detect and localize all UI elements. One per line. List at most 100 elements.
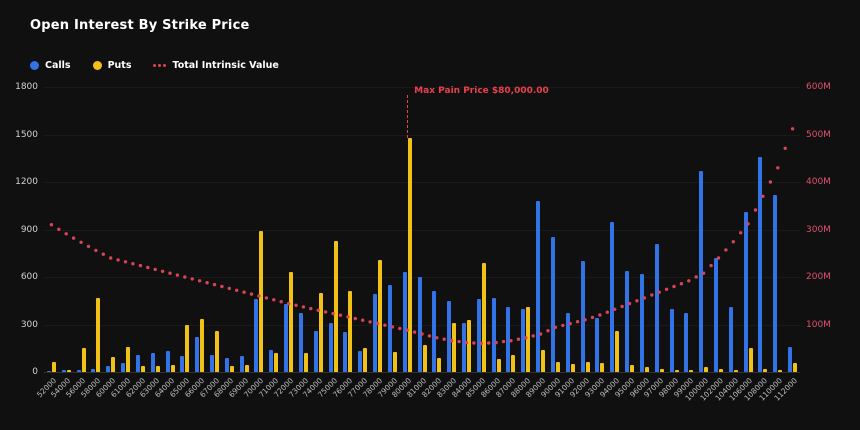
calls-bar[interactable] — [476, 299, 481, 372]
calls-bar[interactable] — [669, 308, 674, 372]
calls-bar[interactable] — [491, 297, 496, 372]
puts-bar[interactable] — [126, 346, 131, 372]
puts-bar[interactable] — [348, 291, 353, 372]
calls-bar[interactable] — [106, 365, 111, 372]
puts-bar[interactable] — [778, 370, 783, 372]
puts-bar[interactable] — [733, 369, 738, 372]
puts-bar[interactable] — [140, 365, 145, 372]
calls-bar[interactable] — [284, 303, 289, 372]
calls-bar[interactable] — [610, 221, 615, 372]
puts-bar[interactable] — [259, 231, 264, 372]
calls-bar[interactable] — [91, 368, 96, 372]
puts-bar[interactable] — [511, 355, 516, 372]
calls-bar[interactable] — [165, 351, 170, 372]
calls-bar[interactable] — [195, 337, 200, 372]
calls-bar[interactable] — [447, 300, 452, 372]
calls-bar[interactable] — [402, 272, 407, 372]
calls-bar[interactable] — [387, 284, 392, 372]
puts-bar[interactable] — [51, 361, 56, 372]
puts-bar[interactable] — [674, 369, 679, 372]
calls-bar[interactable] — [728, 307, 733, 372]
puts-bar[interactable] — [289, 272, 294, 372]
puts-bar[interactable] — [481, 262, 486, 372]
puts-bar[interactable] — [170, 364, 175, 372]
calls-bar[interactable] — [343, 331, 348, 372]
puts-bar[interactable] — [274, 353, 279, 372]
puts-bar[interactable] — [793, 362, 798, 372]
calls-bar[interactable] — [269, 349, 274, 372]
calls-bar[interactable] — [254, 299, 259, 372]
calls-bar[interactable] — [209, 354, 214, 372]
puts-bar[interactable] — [363, 348, 368, 372]
puts-bar[interactable] — [214, 330, 219, 372]
puts-bar[interactable] — [541, 349, 546, 372]
puts-bar[interactable] — [704, 367, 709, 372]
puts-bar[interactable] — [452, 322, 457, 372]
legend-item-total-intrinsic-value[interactable]: Total Intrinsic Value — [153, 60, 279, 71]
legend-item-puts[interactable]: Puts — [92, 60, 131, 71]
calls-bar[interactable] — [550, 237, 555, 372]
puts-bar[interactable] — [496, 359, 501, 372]
calls-bar[interactable] — [788, 346, 793, 372]
puts-bar[interactable] — [111, 356, 116, 372]
calls-bar[interactable] — [506, 307, 511, 372]
puts-bar[interactable] — [422, 345, 427, 372]
puts-bar[interactable] — [244, 364, 249, 372]
calls-bar[interactable] — [135, 354, 140, 372]
calls-bar[interactable] — [328, 322, 333, 372]
calls-bar[interactable] — [358, 351, 363, 372]
puts-bar[interactable] — [333, 240, 338, 372]
puts-bar[interactable] — [318, 292, 323, 372]
calls-bar[interactable] — [521, 308, 526, 372]
calls-bar[interactable] — [713, 258, 718, 372]
calls-bar[interactable] — [76, 369, 81, 372]
puts-bar[interactable] — [659, 368, 664, 372]
calls-bar[interactable] — [121, 362, 126, 372]
puts-bar[interactable] — [96, 298, 101, 372]
puts-bar[interactable] — [585, 361, 590, 372]
puts-bar[interactable] — [570, 364, 575, 372]
puts-bar[interactable] — [66, 370, 71, 372]
legend-item-calls[interactable]: Calls — [30, 60, 71, 71]
puts-bar[interactable] — [615, 330, 620, 372]
calls-bar[interactable] — [239, 356, 244, 372]
calls-bar[interactable] — [580, 261, 585, 372]
puts-bar[interactable] — [200, 318, 205, 372]
puts-bar[interactable] — [185, 324, 190, 372]
puts-bar[interactable] — [81, 348, 86, 372]
calls-bar[interactable] — [180, 356, 185, 372]
puts-bar[interactable] — [748, 348, 753, 372]
puts-bar[interactable] — [630, 364, 635, 372]
calls-bar[interactable] — [773, 194, 778, 372]
puts-bar[interactable] — [437, 357, 442, 372]
puts-bar[interactable] — [718, 368, 723, 372]
puts-bar[interactable] — [378, 259, 383, 372]
puts-bar[interactable] — [600, 363, 605, 372]
calls-bar[interactable] — [150, 353, 155, 372]
puts-bar[interactable] — [407, 137, 412, 372]
calls-bar[interactable] — [639, 273, 644, 372]
calls-bar[interactable] — [46, 371, 51, 372]
puts-bar[interactable] — [763, 368, 768, 372]
puts-bar[interactable] — [644, 367, 649, 372]
calls-bar[interactable] — [699, 170, 704, 372]
calls-bar[interactable] — [61, 370, 66, 372]
calls-bar[interactable] — [595, 318, 600, 372]
puts-bar[interactable] — [466, 319, 471, 372]
calls-bar[interactable] — [565, 313, 570, 372]
calls-bar[interactable] — [684, 313, 689, 372]
puts-bar[interactable] — [155, 366, 160, 372]
calls-bar[interactable] — [298, 313, 303, 372]
calls-bar[interactable] — [758, 156, 763, 372]
calls-bar[interactable] — [313, 330, 318, 372]
puts-bar[interactable] — [526, 307, 531, 372]
calls-bar[interactable] — [417, 277, 422, 372]
calls-bar[interactable] — [461, 322, 466, 372]
puts-bar[interactable] — [392, 352, 397, 372]
calls-bar[interactable] — [536, 201, 541, 372]
calls-bar[interactable] — [224, 357, 229, 372]
puts-bar[interactable] — [555, 361, 560, 372]
calls-bar[interactable] — [625, 270, 630, 372]
calls-bar[interactable] — [654, 243, 659, 372]
calls-bar[interactable] — [373, 294, 378, 372]
